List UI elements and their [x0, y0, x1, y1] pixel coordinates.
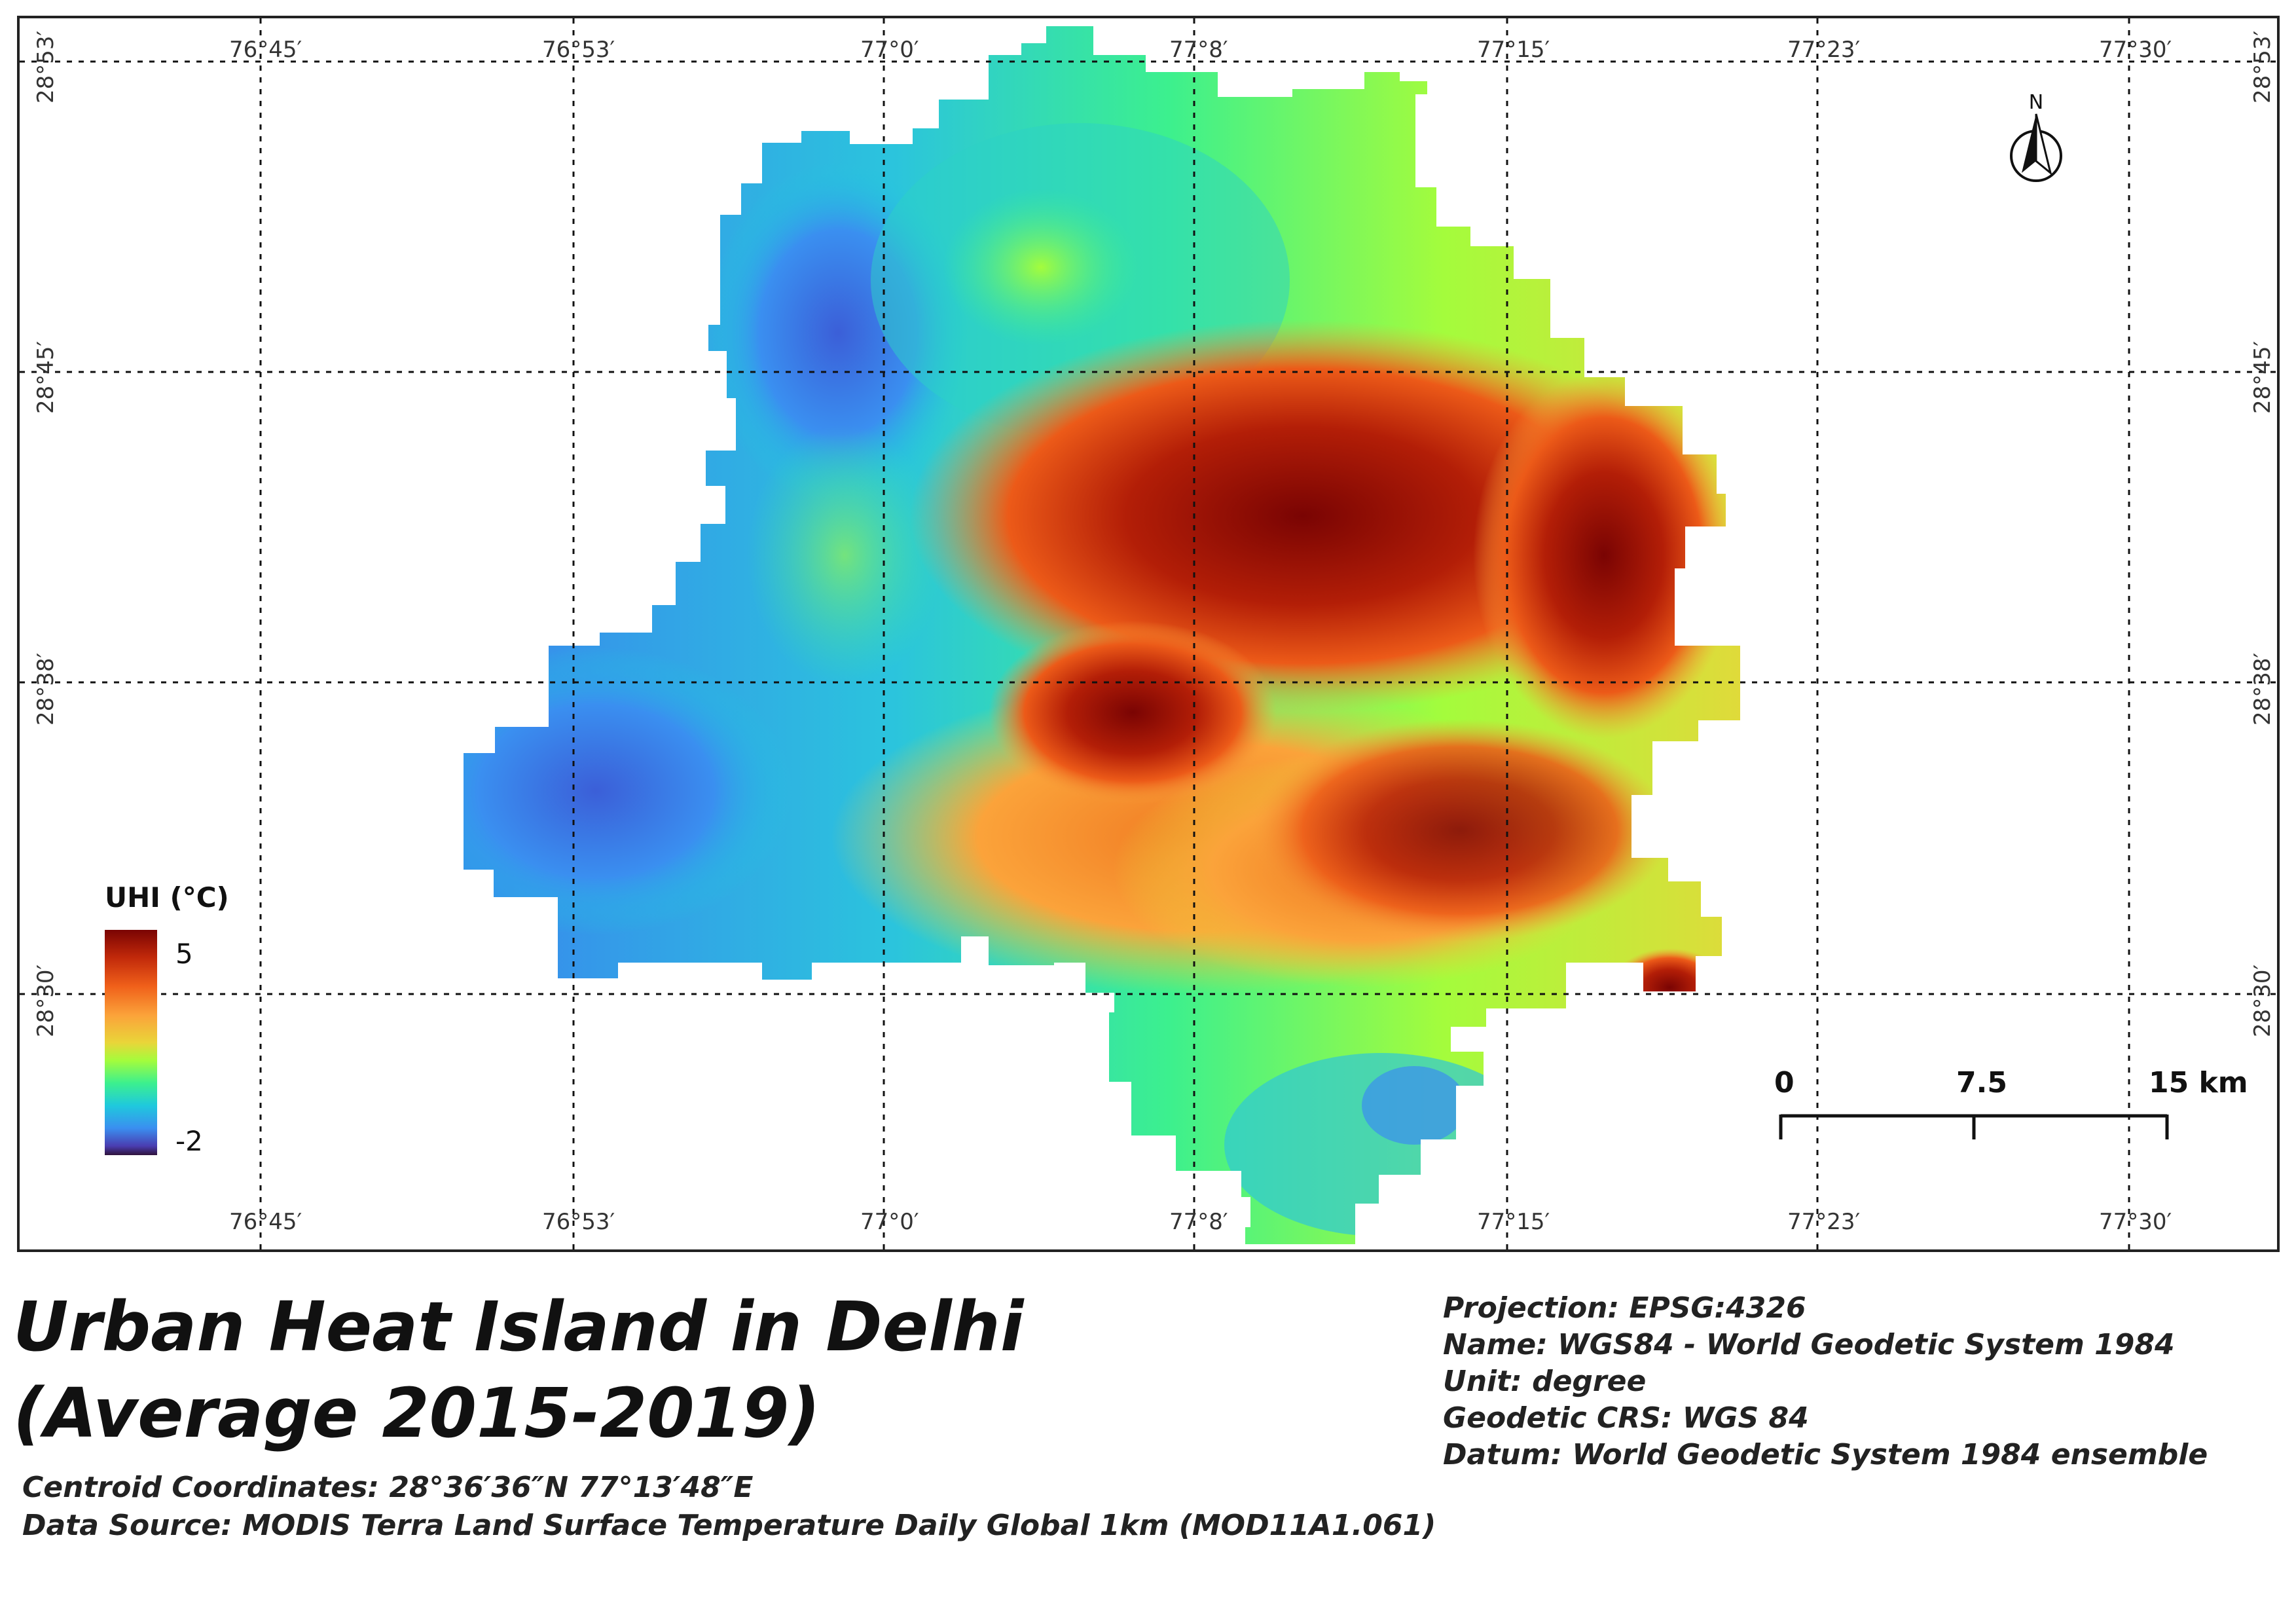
lon-label-bottom-2: 76°53′ [542, 1209, 615, 1235]
graticule [20, 18, 2277, 1249]
lat-label-right-3: 28°38′ [2250, 652, 2276, 726]
north-label: N [2029, 91, 2043, 114]
scale-label-0: 0 [1774, 1066, 1795, 1099]
lat-label-left-2: 28°45′ [33, 341, 59, 414]
lat-label-right-4: 28°30′ [2250, 964, 2276, 1037]
scale-label-mid: 7.5 [1956, 1066, 2007, 1099]
map-title: Urban Heat Island in Delhi (Average 2015… [13, 1287, 1024, 1453]
lat-label-left-4: 28°30′ [33, 964, 59, 1037]
crs-datum: Datum: World Geodetic System 1984 ensemb… [1443, 1438, 2208, 1471]
lon-label-top-1: 76°45′ [229, 37, 302, 63]
lon-label-top-6: 77°23′ [1787, 37, 1861, 63]
lat-label-right-2: 28°45′ [2250, 341, 2276, 414]
data-source: Data Source: MODIS Terra Land Surface Te… [22, 1509, 1436, 1542]
lon-label-bottom-1: 76°45′ [229, 1209, 302, 1235]
crs-projection: Projection: EPSG:4326 [1443, 1291, 1806, 1325]
uhi-raster-layer [464, 26, 1740, 1244]
crs-geodetic: Geodetic CRS: WGS 84 [1443, 1401, 1809, 1435]
lon-label-bottom-4: 77°8′ [1169, 1209, 1228, 1235]
lon-label-top-2: 76°53′ [542, 37, 615, 63]
lat-label-right-1: 28°53′ [2250, 30, 2276, 103]
crs-name: Name: WGS84 - World Geodetic System 1984 [1443, 1328, 2175, 1361]
lon-label-top-5: 77°15′ [1477, 37, 1550, 63]
centroid-coordinates: Centroid Coordinates: 28°36′36″N 77°13′4… [22, 1471, 754, 1504]
lon-label-bottom-3: 77°0′ [860, 1209, 919, 1235]
lon-label-bottom-5: 77°15′ [1477, 1209, 1550, 1235]
lon-label-top-3: 77°0′ [860, 37, 919, 63]
legend-color-ramp [105, 930, 157, 1155]
crs-unit: Unit: degree [1443, 1365, 1647, 1398]
uhi-raster-map [20, 18, 2277, 1249]
scale-label-end: 15 km [2149, 1066, 2248, 1099]
north-arrow-icon: N [2003, 90, 2069, 191]
lon-label-top-4: 77°8′ [1169, 37, 1228, 63]
lon-label-bottom-6: 77°23′ [1787, 1209, 1861, 1235]
lat-label-left-1: 28°53′ [33, 30, 59, 103]
legend-max-label: 5 [175, 938, 193, 970]
lon-label-top-7: 77°30′ [2099, 37, 2172, 63]
lon-label-bottom-7: 77°30′ [2099, 1209, 2172, 1235]
map-frame: 76°45′ 76°53′ 77°0′ 77°8′ 77°15′ 77°23′ … [17, 16, 2280, 1252]
lat-label-left-3: 28°38′ [33, 652, 59, 726]
legend-title: UHI (°C) [105, 881, 229, 913]
scale-bar: 0 7.5 15 km [1774, 1066, 2272, 1158]
legend-min-label: -2 [175, 1125, 203, 1157]
